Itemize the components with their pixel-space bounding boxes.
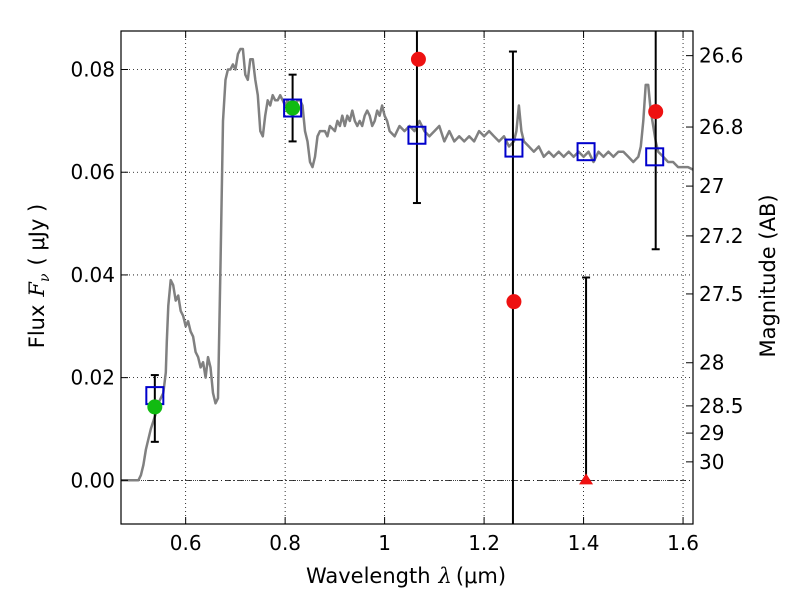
x-tick-label: 1.2 (468, 531, 500, 555)
y2-tick-label: 27.5 (699, 282, 744, 306)
y2-tick-label: 27.2 (699, 224, 744, 248)
y-tick-label: 0.02 (70, 366, 115, 390)
photometry-markers (145, 51, 665, 485)
photometry-point (285, 100, 301, 116)
y2-tick-label: 26.8 (699, 115, 744, 139)
y2-axis-label: Magnitude (AB) (756, 194, 780, 357)
y2-tick-label: 30 (699, 450, 724, 474)
model-band-square (576, 142, 596, 162)
photometry-point (648, 104, 664, 120)
x-tick-label: 1.4 (568, 531, 600, 555)
y2-tick-label: 28.5 (699, 394, 744, 418)
model-band-square (645, 147, 665, 167)
y2-tick-label: 26.6 (699, 44, 744, 68)
photometry-point (506, 294, 522, 310)
plot-frame (120, 30, 694, 525)
upper-limit-triangle (579, 473, 594, 485)
model-band-square (283, 98, 303, 118)
y2-tick-label: 28 (699, 351, 724, 375)
y-tick-label: 0.06 (70, 160, 115, 184)
model-band-square (407, 125, 427, 145)
y2-axis-ticks: 26.6 26.8 27 27.2 27.5 28 28.5 29 30 (686, 44, 744, 474)
photometry-point (147, 399, 163, 415)
grid-lines (121, 31, 693, 524)
y-tick-label: 0.00 (70, 468, 115, 492)
y-tick-label: 0.04 (70, 263, 115, 287)
x-axis-ticks: 0.6 0.8 1 1.2 1.4 1.6 (170, 31, 699, 555)
model-band-square (504, 138, 524, 158)
error-bars (150, 31, 660, 524)
photometry-point (410, 51, 426, 67)
y-axis-ticks: 0.00 0.02 0.04 0.06 0.08 (70, 58, 128, 492)
model-spectrum-line (121, 47, 693, 482)
model-spectrum (121, 47, 693, 482)
x-axis-label: Wavelength λ (μm) (306, 564, 506, 588)
y-tick-label: 0.08 (70, 58, 115, 82)
y2-tick-label: 27 (699, 174, 724, 198)
x-tick-label: 1.6 (667, 531, 699, 555)
y2-tick-label: 29 (699, 421, 724, 445)
y-axis-label: FluxFν( μJy ) (25, 204, 53, 348)
x-tick-label: 1 (378, 531, 391, 555)
x-tick-label: 0.6 (170, 531, 202, 555)
x-tick-label: 0.8 (269, 531, 301, 555)
